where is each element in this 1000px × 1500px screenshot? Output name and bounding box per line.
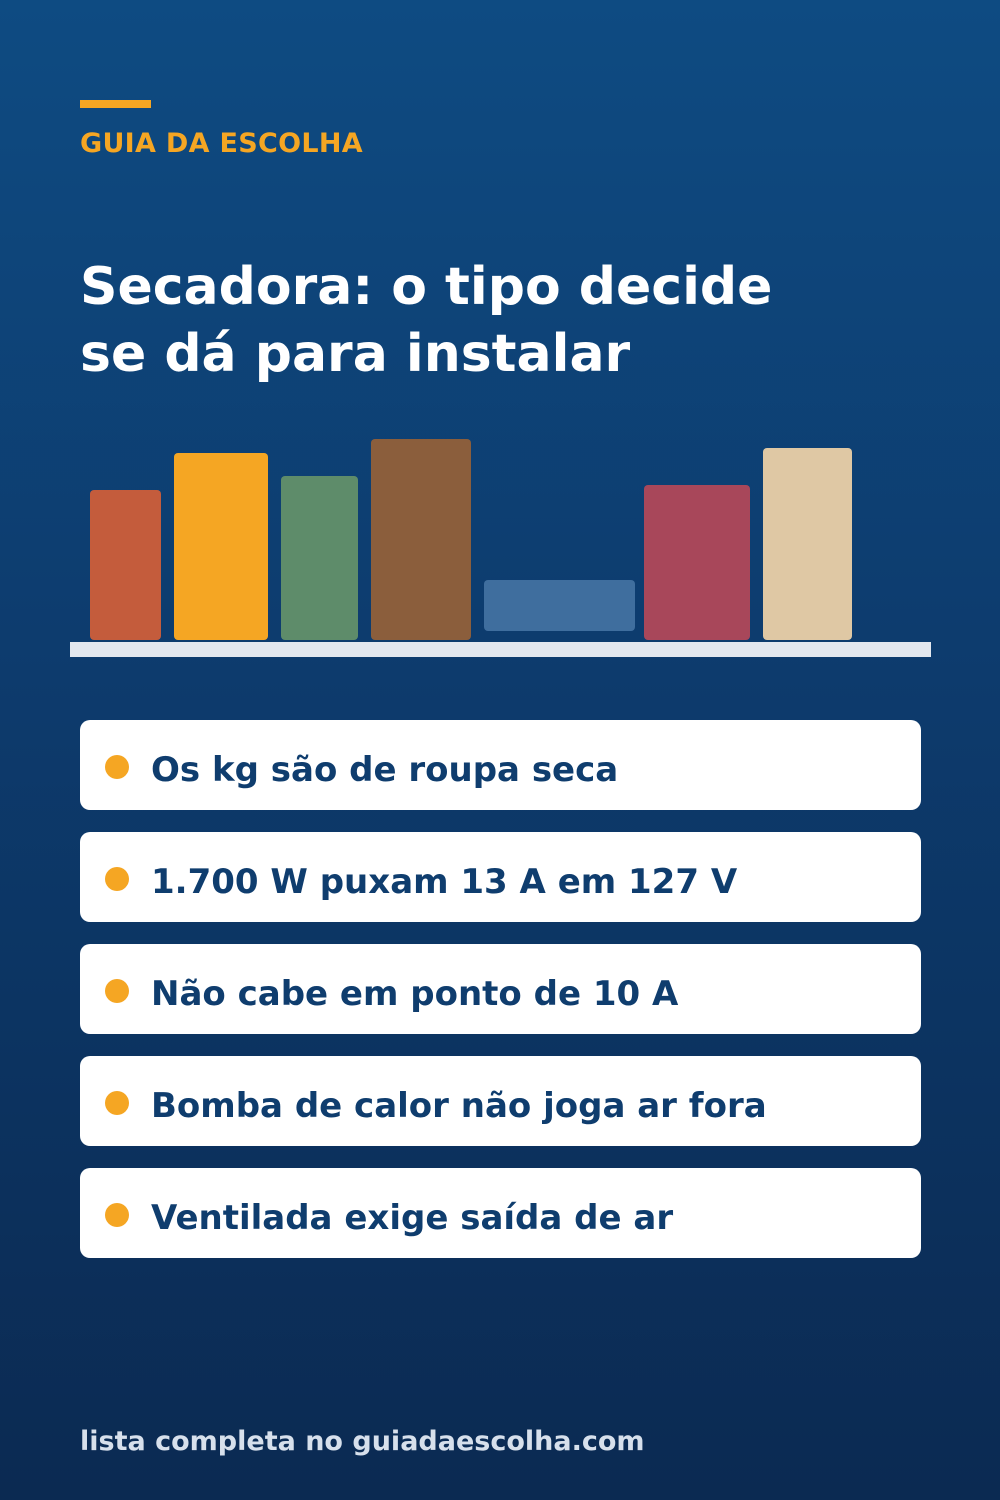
tip-card-4: Bomba de calor não joga ar fora — [80, 1056, 921, 1146]
brand-accent-bar — [80, 100, 151, 108]
tip-text: 1.700 W puxam 13 A em 127 V — [151, 862, 738, 902]
headline: Secadora: o tipo decide se dá para insta… — [80, 254, 940, 388]
headline-line-2: se dá para instalar — [80, 324, 631, 384]
book-3 — [281, 476, 358, 640]
tip-text: Ventilada exige saída de ar — [151, 1198, 674, 1238]
book-7 — [763, 448, 852, 640]
headline-line-1: Secadora: o tipo decide — [80, 257, 773, 317]
bullet-dot-icon — [105, 867, 129, 891]
tip-text: Não cabe em ponto de 10 A — [151, 974, 679, 1014]
tip-card-2: 1.700 W puxam 13 A em 127 V — [80, 832, 921, 922]
bullet-dot-icon — [105, 1203, 129, 1227]
tip-card-5: Ventilada exige saída de ar — [80, 1168, 921, 1258]
book-1 — [90, 490, 161, 640]
book-4 — [371, 439, 471, 640]
footer-link-text: lista completa no guiadaescolha.com — [80, 1426, 645, 1457]
brand-label: GUIA DA ESCOLHA — [80, 128, 363, 159]
book-6 — [644, 485, 750, 640]
bullet-dot-icon — [105, 1091, 129, 1115]
tip-card-3: Não cabe em ponto de 10 A — [80, 944, 921, 1034]
tip-text: Os kg são de roupa seca — [151, 750, 619, 790]
bullet-dot-icon — [105, 979, 129, 1003]
tip-text: Bomba de calor não joga ar fora — [151, 1086, 767, 1126]
shelf-plank — [70, 642, 931, 657]
tip-card-1: Os kg são de roupa seca — [80, 720, 921, 810]
book-5-lying — [484, 580, 635, 631]
book-2 — [174, 453, 268, 640]
tips-list: Os kg são de roupa seca 1.700 W puxam 13… — [80, 720, 921, 1280]
bullet-dot-icon — [105, 755, 129, 779]
